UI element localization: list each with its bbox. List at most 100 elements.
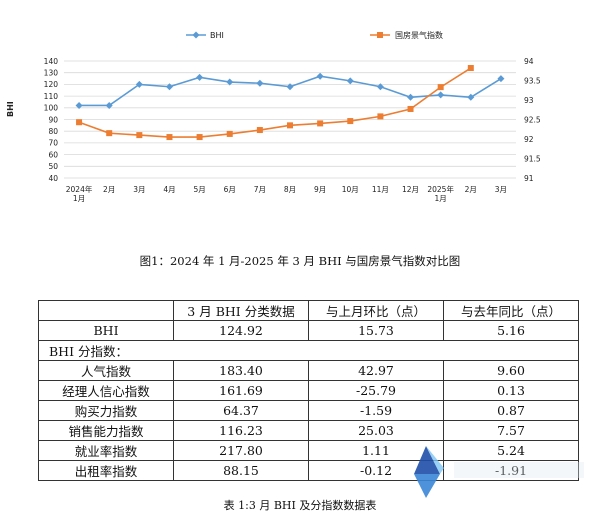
table-header-row: 3 月 BHI 分类数据 与上月环比（点） 与去年同比（点） <box>38 300 579 321</box>
row-name: 出租率指数 <box>38 460 174 481</box>
bhi-point <box>437 91 445 99</box>
right-tick-label: 91 <box>524 174 534 183</box>
bhi-point <box>226 78 234 86</box>
bhi-point <box>407 93 415 101</box>
guofang-point <box>106 130 113 137</box>
chart-legend: BHI 国房景气指数 <box>186 30 443 40</box>
right-tick-label: 94 <box>524 57 534 66</box>
left-tick-label: 40 <box>48 174 58 183</box>
guofang-point <box>226 130 233 137</box>
row-name: 人气指数 <box>38 360 174 381</box>
x-tick-label: 2024年 1月 <box>66 184 93 203</box>
row-name: 销售能力指数 <box>38 420 174 441</box>
x-tick-label: 8月 <box>284 185 296 194</box>
right-tick-label: 92 <box>524 135 534 144</box>
row-yoy: 5.24 <box>443 440 579 461</box>
x-tick-label: 3月 <box>133 185 145 194</box>
bhi-line <box>79 75 502 107</box>
right-tick-label: 92.5 <box>524 115 541 124</box>
right-tick-label: 93 <box>524 96 534 105</box>
bhi-point <box>75 101 83 109</box>
legend-label-guofang: 国房景气指数 <box>395 30 443 40</box>
guofang-point <box>437 84 444 91</box>
bhi-point <box>346 77 354 85</box>
row-mom: -1.59 <box>308 400 444 421</box>
bhi-point <box>497 75 505 83</box>
left-axis-ticks: 40 50 60 70 80 90 100 110 120 130 140 <box>44 57 59 183</box>
row-mom: 15.73 <box>308 320 444 341</box>
table-row: BHI 124.92 15.73 5.16 <box>38 320 579 341</box>
bhi-point <box>256 79 264 87</box>
left-tick-label: 90 <box>48 115 58 124</box>
table-row: 购买力指数 64.37 -1.59 0.87 <box>38 400 579 421</box>
bhi-point <box>286 83 294 91</box>
x-tick-label: 11月 <box>372 185 389 194</box>
x-axis-ticks: 2024年 1月 2月 3月 4月 5月 6月 7月 8月 9月 10月 11月 12月 2025年 1月 2… <box>66 184 507 203</box>
guofang-point <box>287 122 293 129</box>
x-tick-label: 10月 <box>342 185 359 194</box>
row-name: 购买力指数 <box>38 400 174 421</box>
table-caption: 表 1:3 月 BHI 及分指数数据表 <box>223 499 377 512</box>
row-value: 88.15 <box>173 460 309 481</box>
table-row: 出租率指数 88.15 -0.12 -1.91 <box>38 460 579 481</box>
row-yoy: 0.87 <box>443 400 579 421</box>
bhi-point <box>105 101 113 109</box>
bhi-point <box>196 73 204 81</box>
guofang-point <box>467 65 474 72</box>
x-tick-label: 9月 <box>314 185 326 194</box>
bhi-data-table: 3 月 BHI 分类数据 与上月环比（点） 与去年同比（点） BHI 124.9… <box>38 300 579 481</box>
right-tick-label: 93.5 <box>524 76 541 85</box>
x-tick-label: 2月 <box>103 185 115 194</box>
table-row: 人气指数 183.40 42.97 9.60 <box>38 360 579 381</box>
data-series <box>75 65 505 141</box>
row-mom: -25.79 <box>308 380 444 401</box>
x-tick-label: 3月 <box>495 185 507 194</box>
guofang-point <box>407 105 414 112</box>
x-tick-label: 4月 <box>163 185 175 194</box>
left-tick-label: 100 <box>44 104 59 113</box>
left-tick-label: 130 <box>44 69 59 78</box>
table-row: 销售能力指数 116.23 25.03 7.57 <box>38 420 579 441</box>
header-cell-blank <box>38 300 174 321</box>
right-axis-ticks: 91 91.5 92 92.5 93 93.5 94 <box>524 57 541 183</box>
comparison-line-chart: BHI 国房景气指数 BHI 40 50 60 70 80 90 100 110 120 130 1… <box>6 30 541 203</box>
guofang-point <box>347 118 354 125</box>
row-value: 161.69 <box>173 380 309 401</box>
row-name: 就业率指数 <box>38 440 174 461</box>
row-yoy: 0.13 <box>443 380 579 401</box>
legend-marker-guofang <box>377 32 383 38</box>
header-cell-march-data: 3 月 BHI 分类数据 <box>173 300 309 321</box>
guofang-point <box>256 127 263 134</box>
left-tick-label: 140 <box>44 57 59 66</box>
row-yoy: 7.57 <box>443 420 579 441</box>
logo-watermark <box>414 446 584 498</box>
left-tick-label: 80 <box>48 127 58 136</box>
row-yoy: 9.60 <box>443 360 579 381</box>
row-name: BHI <box>38 320 174 341</box>
header-cell-yoy: 与去年同比（点） <box>443 300 579 321</box>
guofang-point <box>317 120 324 127</box>
guofang-point <box>196 134 203 141</box>
x-tick-label: 5月 <box>193 185 205 194</box>
x-tick-label: 6月 <box>224 185 236 194</box>
guofang-point <box>76 119 83 126</box>
guofang-point <box>136 132 143 139</box>
left-tick-label: 50 <box>48 162 58 171</box>
row-value: 217.80 <box>173 440 309 461</box>
section-label: BHI 分指数： <box>38 340 579 361</box>
legend-marker-bhi <box>192 31 200 39</box>
y-axis-title: BHI <box>6 101 15 117</box>
guofang-line <box>78 67 472 138</box>
right-tick-label: 91.5 <box>524 154 541 163</box>
bhi-point <box>165 83 173 91</box>
bhi-point <box>316 72 324 80</box>
grid-lines <box>64 60 516 179</box>
row-yoy: 5.16 <box>443 320 579 341</box>
figure-caption: 图1：2024 年 1 月-2025 年 3 月 BHI 与国房景气指数对比图 <box>139 254 461 268</box>
left-tick-label: 120 <box>44 80 59 89</box>
row-mom: 25.03 <box>308 420 444 441</box>
row-value: 64.37 <box>173 400 309 421</box>
left-tick-label: 60 <box>48 150 58 159</box>
row-mom: 42.97 <box>308 360 444 381</box>
table-row: 经理人信心指数 161.69 -25.79 0.13 <box>38 380 579 401</box>
